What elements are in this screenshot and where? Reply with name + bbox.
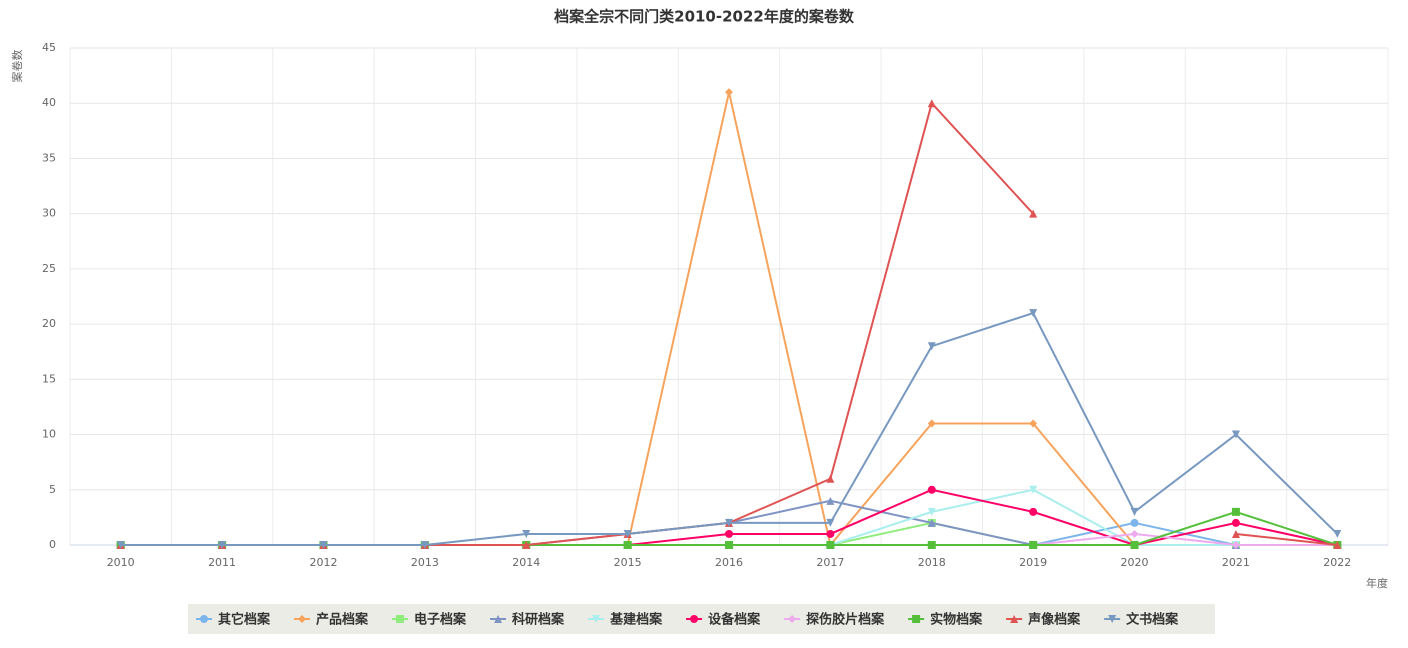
point: [927, 518, 936, 527]
point: [1231, 518, 1240, 527]
x-tick-label: 2019: [1019, 556, 1047, 569]
x-tick-label: 2017: [816, 556, 844, 569]
point: [1333, 541, 1342, 549]
point: [1029, 419, 1038, 428]
series-line: [120, 91, 1338, 548]
x-tick-label: 2014: [512, 556, 540, 569]
legend-symbol: [1010, 615, 1019, 623]
x-tick-label: 2015: [614, 556, 642, 569]
y-tick-label: 5: [49, 483, 56, 496]
x-tick-label: 2020: [1121, 556, 1149, 569]
legend-label[interactable]: 科研档案: [512, 612, 565, 628]
point: [927, 342, 936, 351]
point: [1130, 541, 1139, 549]
x-tick-label: 2010: [107, 556, 135, 569]
point: [1130, 518, 1139, 527]
legend-label[interactable]: 声像档案: [1027, 612, 1081, 628]
point: [1029, 209, 1038, 218]
legend-symbol: [200, 615, 208, 623]
point: [826, 496, 835, 505]
point: [826, 529, 835, 538]
legend-label[interactable]: 设备档案: [708, 612, 761, 628]
point: [826, 541, 835, 549]
legend-symbol: [592, 615, 601, 623]
point: [1231, 529, 1240, 538]
point: [522, 541, 531, 549]
point: [116, 541, 125, 549]
point: [1029, 541, 1038, 549]
x-axis-title: 年度: [1366, 576, 1388, 590]
legend-symbol: [912, 615, 921, 623]
point: [1231, 541, 1240, 549]
point: [1231, 430, 1240, 439]
y-axis-title: 案卷数: [10, 50, 24, 83]
y-tick-label: 15: [42, 372, 56, 385]
point: [218, 541, 227, 549]
point: [927, 541, 936, 549]
point: [420, 541, 429, 549]
y-tick-label: 20: [42, 317, 56, 330]
point: [1333, 529, 1342, 538]
y-tick-label: 35: [42, 151, 56, 164]
point: [522, 529, 531, 538]
chart-title: 档案全宗不同门类2010-2022年度的案卷数: [554, 8, 855, 26]
legend-label[interactable]: 基建档案: [609, 612, 663, 628]
y-tick-label: 25: [42, 262, 56, 275]
point: [927, 99, 936, 108]
legend-symbol: [788, 615, 797, 623]
point: [826, 474, 835, 483]
point: [1231, 507, 1240, 516]
point: [826, 518, 835, 527]
point: [1029, 309, 1038, 318]
point: [725, 518, 733, 527]
y-tick-label: 45: [42, 41, 56, 54]
x-tick-label: 2011: [208, 556, 236, 569]
point: [623, 529, 632, 538]
point: [1029, 485, 1038, 494]
x-tick-label: 2013: [411, 556, 439, 569]
legend-symbol: [396, 615, 405, 623]
point: [623, 541, 632, 549]
y-tick-label: 10: [42, 428, 56, 441]
legend-symbol: [690, 615, 699, 623]
y-tick-label: 30: [42, 207, 56, 220]
legend-label[interactable]: 探伤胶片档案: [806, 612, 885, 628]
point: [1130, 529, 1139, 538]
legend-symbol: [298, 615, 307, 623]
series-line: [120, 311, 1339, 546]
legend-label[interactable]: 文书档案: [1126, 612, 1179, 628]
legend-label[interactable]: 产品档案: [316, 612, 369, 628]
x-tick-label: 2016: [715, 556, 743, 569]
point: [725, 529, 733, 538]
point: [927, 507, 936, 516]
x-tick-label: 2022: [1323, 556, 1351, 569]
x-tick-label: 2021: [1222, 556, 1250, 569]
point: [1029, 507, 1038, 516]
point: [1130, 507, 1139, 516]
point: [927, 419, 936, 428]
point: [725, 88, 733, 97]
x-tick-label: 2018: [918, 556, 946, 569]
x-tick-label: 2012: [309, 556, 337, 569]
point: [725, 541, 733, 549]
legend-label[interactable]: 实物档案: [930, 612, 983, 628]
legend-symbol: [494, 615, 503, 623]
legend-label[interactable]: 电子档案: [414, 612, 467, 628]
legend-symbol: [1108, 615, 1117, 623]
legend-label[interactable]: 其它档案: [218, 612, 271, 628]
y-tick-label: 0: [49, 538, 56, 551]
point: [927, 485, 936, 494]
point: [319, 541, 328, 549]
y-tick-label: 40: [42, 96, 56, 109]
